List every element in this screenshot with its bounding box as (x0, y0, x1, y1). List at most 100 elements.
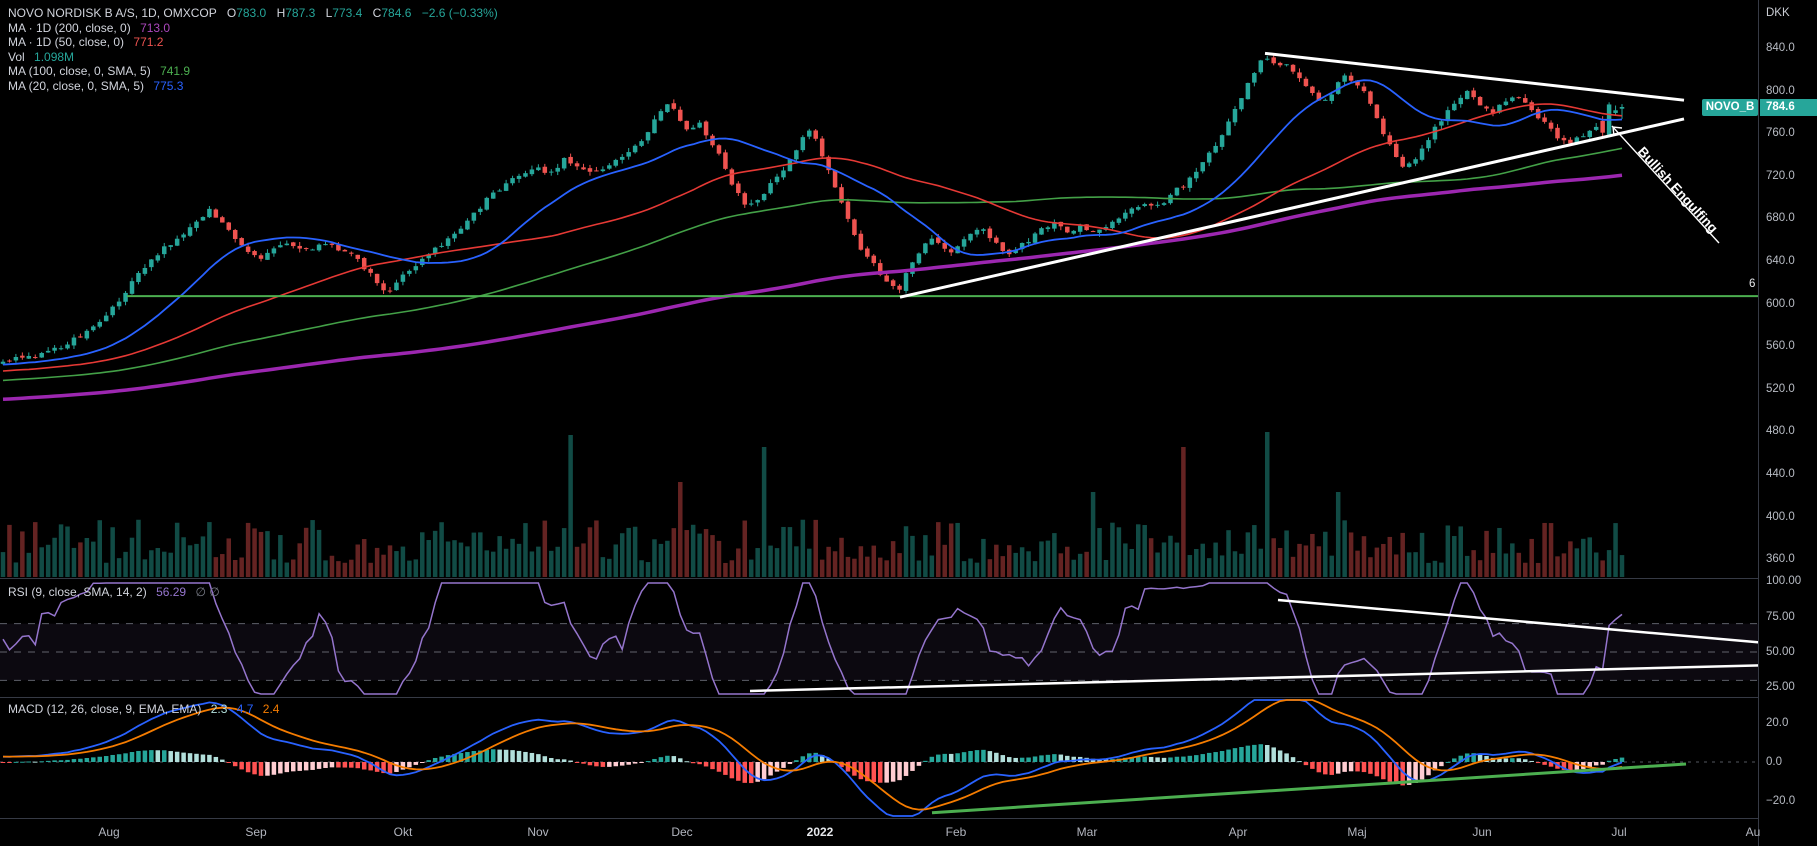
candle-body (658, 111, 664, 121)
macd-hist-bar (439, 756, 444, 762)
volume-bar (226, 538, 232, 577)
volume-bar (1329, 555, 1334, 577)
macd-hist-bar (1181, 756, 1186, 762)
volume-bar (1310, 533, 1315, 577)
volume-bar (142, 559, 148, 577)
candle-body (684, 120, 689, 130)
macd-hist-bar (1058, 754, 1064, 762)
ma100-legend-row[interactable]: MA (100, close, 0, SMA, 5) 741.9 (8, 64, 498, 79)
volume-bar (890, 541, 896, 577)
price-axis[interactable]: DKK 784.6 840.0 800.0 760.0 720.0 680.0 640.0… (1758, 0, 1817, 846)
volume-label: Vol (8, 49, 25, 64)
volume-bar (1174, 542, 1180, 577)
time-tick-Au: Au (1745, 825, 1761, 839)
volume-bar (155, 548, 161, 577)
macd-hist-bar (716, 762, 722, 772)
ascending-support[interactable] (899, 117, 1685, 299)
candle-body (1581, 136, 1586, 138)
macd-hist-bar (574, 762, 580, 763)
candle-body (381, 283, 386, 291)
rsi-descending[interactable] (1277, 598, 1766, 645)
candle-body (58, 348, 64, 350)
macd-hist-bar (929, 756, 935, 762)
macd-hist-bar (1406, 762, 1412, 785)
macd-hist-bar (194, 753, 199, 762)
bullish-engulfing-label[interactable]: Bullish Engulfing (1635, 144, 1721, 236)
ma20-legend-row[interactable]: MA (20, close, 0, SMA, 5) 775.3 (8, 79, 498, 94)
volume-bar (439, 522, 444, 577)
volume-bar (781, 526, 786, 577)
candle-body (1239, 98, 1244, 110)
macd-trendline[interactable] (931, 762, 1687, 815)
symbol-title-row[interactable]: NOVO NORDISK B A/S, 1D, OMXCOP O783.0 H7… (8, 6, 498, 21)
volume-bar (278, 535, 283, 577)
volume-bar (1103, 560, 1109, 577)
rsi-legend[interactable]: RSI (9, close, SMA, 14, 2) 56.29 ∅ ∅ (8, 585, 220, 599)
macd-hist-bar (1587, 762, 1592, 768)
candle-body (245, 246, 251, 252)
macd-hist-bar (1516, 758, 1522, 762)
candle-body (916, 253, 922, 264)
candle-body (1503, 101, 1509, 106)
ma200-legend-row[interactable]: MA · 1D (200, close, 0) 713.0 (8, 21, 498, 36)
candle-body (594, 170, 599, 172)
macd-hist-bar (1458, 755, 1463, 762)
macd-hist-bar (278, 762, 283, 774)
volume-bar (774, 548, 780, 577)
volume-bar (1529, 538, 1534, 577)
candle-body (1077, 225, 1083, 232)
volume-bar (33, 522, 38, 577)
candle-body (1490, 109, 1496, 114)
macd-hist-bar (813, 752, 818, 762)
macd-hist-bar (794, 760, 799, 762)
candle-body (619, 156, 625, 160)
rsi-pane (0, 582, 1776, 695)
volume-bar (465, 546, 470, 577)
macd-legend[interactable]: MACD (12, 26, close, 9, EMA, EMA) 2.3 4.… (8, 702, 279, 716)
volume-bar (1355, 550, 1360, 577)
price-tick: 840.0 (1766, 42, 1795, 54)
volume-bar (1123, 543, 1128, 577)
macd-hist-bar (110, 754, 115, 762)
annotation-line (1611, 125, 1720, 244)
time-tick-Sep: Sep (245, 825, 267, 839)
volume-bar (1232, 551, 1238, 577)
candle-body (1555, 127, 1560, 139)
rsi-tick: 75.00 (1766, 610, 1795, 623)
volume-bar (232, 560, 238, 577)
rsi-label: RSI (9, close, SMA, 14, 2) (8, 585, 147, 599)
macd-hist-bar (1439, 762, 1444, 767)
volume-bar (1155, 552, 1160, 577)
candle-body (432, 247, 438, 254)
macd-hist-bar (1613, 758, 1618, 762)
volume-bar (645, 562, 651, 577)
candle-body (484, 197, 490, 210)
candle-body (1013, 250, 1018, 254)
candle-body (555, 167, 560, 172)
symbol-legend[interactable]: NOVO NORDISK B A/S, 1D, OMXCOP O783.0 H7… (8, 6, 498, 94)
volume-bar (619, 533, 625, 577)
macd-hist-bar (1219, 751, 1225, 762)
volume-legend-row[interactable]: Vol 1.098M (8, 50, 498, 65)
macd-hist-bar (665, 755, 670, 762)
macd-hist-bar (516, 750, 522, 762)
ma50-legend-row[interactable]: MA · 1D (50, close, 0) 771.2 (8, 35, 498, 50)
macd-hist-bar (1445, 761, 1451, 763)
rsi-ascending[interactable] (749, 663, 1776, 693)
volume-bar (1213, 542, 1218, 577)
macd-hist-bar (510, 750, 515, 762)
candle-body (742, 193, 748, 205)
macd-hist-bar (632, 762, 638, 764)
candle-body (1181, 186, 1186, 188)
candle-body (652, 119, 657, 134)
macd-hist-bar (690, 762, 696, 764)
macd-hist-bar (774, 762, 780, 772)
volume-bar (832, 551, 838, 577)
candle-body (1226, 121, 1231, 136)
ma200-line (2, 173, 1623, 402)
volume-bar (336, 561, 341, 577)
time-axis[interactable]: Aug Sep Okt Nov Dec 2022 Feb Mar Apr Maj Jun Jul Au (0, 819, 1760, 846)
volume-bar (342, 562, 348, 577)
descending-resistance[interactable] (1264, 51, 1685, 102)
